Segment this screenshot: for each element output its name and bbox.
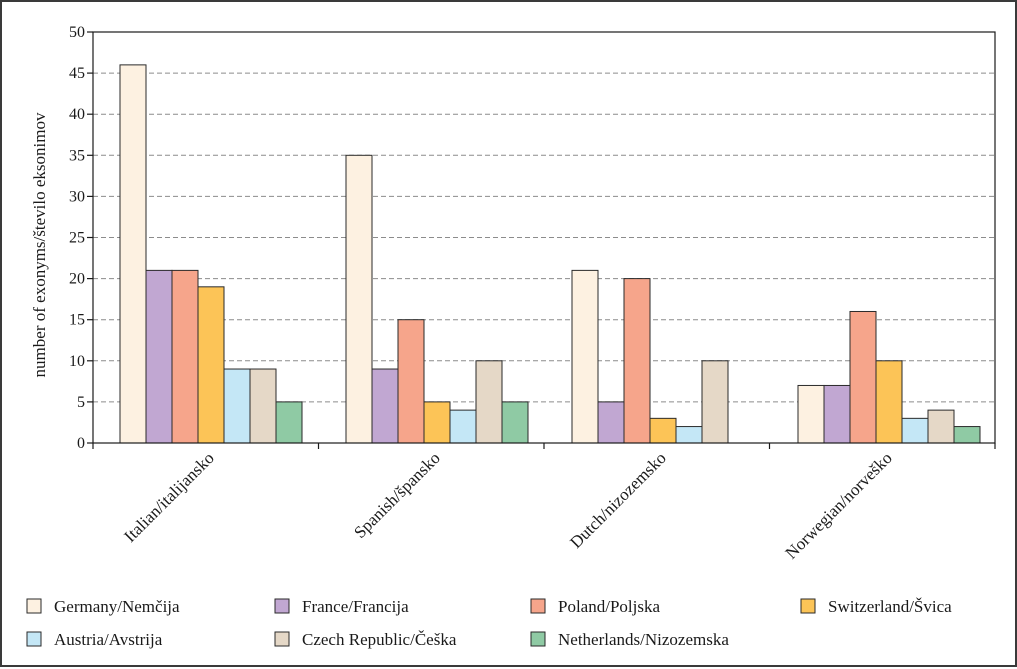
legend-swatch — [530, 631, 546, 647]
bar — [675, 426, 703, 444]
x-category-label: Dutch/nizozemsko — [566, 448, 670, 552]
legend-label: France/Francija — [302, 597, 409, 616]
legend-label: Switzerland/Švica — [828, 597, 952, 616]
x-category-labels: Italian/italijansko Spanish/špansko Dutch/… — [120, 448, 896, 562]
bar — [249, 368, 277, 444]
bar — [275, 401, 303, 444]
bar — [145, 269, 173, 444]
legend-swatch — [26, 631, 42, 647]
legend-swatch — [274, 598, 290, 614]
bar — [875, 360, 903, 444]
bar — [423, 401, 451, 444]
legend-label: Netherlands/Nizozemska — [558, 630, 729, 649]
y-axis-label: number of exonyms/število eksonimov — [30, 112, 49, 377]
x-category-label: Norwegian/norveško — [782, 448, 896, 562]
bar — [371, 368, 399, 444]
legend-swatch — [800, 598, 816, 614]
y-tick-label: 30 — [69, 188, 85, 205]
bar — [571, 269, 599, 444]
legend-label: Germany/Nemčija — [54, 597, 180, 616]
y-tick-label: 10 — [69, 353, 85, 370]
bar — [901, 417, 929, 444]
y-tick-label: 15 — [69, 312, 85, 329]
y-tick-label: 0 — [77, 435, 85, 452]
bar — [849, 310, 877, 444]
x-category-label: Italian/italijansko — [120, 448, 218, 546]
y-tick-label: 45 — [69, 65, 85, 82]
bar — [197, 286, 225, 444]
bar — [597, 401, 625, 444]
bar — [649, 417, 677, 444]
bar — [119, 64, 147, 444]
bar — [823, 384, 851, 444]
y-tick-label: 50 — [69, 24, 85, 41]
y-tick-label: 35 — [69, 147, 85, 164]
bar — [171, 269, 199, 444]
bar — [701, 360, 729, 444]
legend-swatch — [274, 631, 290, 647]
bar — [797, 384, 825, 444]
legend-label: Poland/Poljska — [558, 597, 660, 616]
y-tick-label: 5 — [77, 394, 85, 411]
bar — [475, 360, 503, 444]
bar — [449, 409, 477, 444]
legend-label: Austria/Avstrija — [54, 630, 163, 649]
bar — [623, 278, 651, 444]
legend-swatch — [26, 598, 42, 614]
bar — [397, 319, 425, 444]
legend-label: Czech Republic/Češka — [302, 630, 457, 649]
bar — [223, 368, 251, 444]
bars — [119, 64, 981, 444]
y-tick-label: 25 — [69, 230, 85, 247]
x-category-label: Spanish/špansko — [350, 448, 444, 542]
y-tick-label: 20 — [69, 271, 85, 288]
legend: Germany/Nemčija France/Francija Poland/Pol… — [26, 597, 952, 649]
bar — [927, 409, 955, 444]
bar — [345, 154, 373, 444]
bar — [953, 426, 981, 444]
gridlines — [93, 72, 995, 403]
y-tick-labels: 0 5 10 15 20 25 30 35 40 45 50 — [69, 24, 93, 452]
y-tick-label: 40 — [69, 106, 85, 123]
legend-swatch — [530, 598, 546, 614]
bar — [501, 401, 529, 444]
